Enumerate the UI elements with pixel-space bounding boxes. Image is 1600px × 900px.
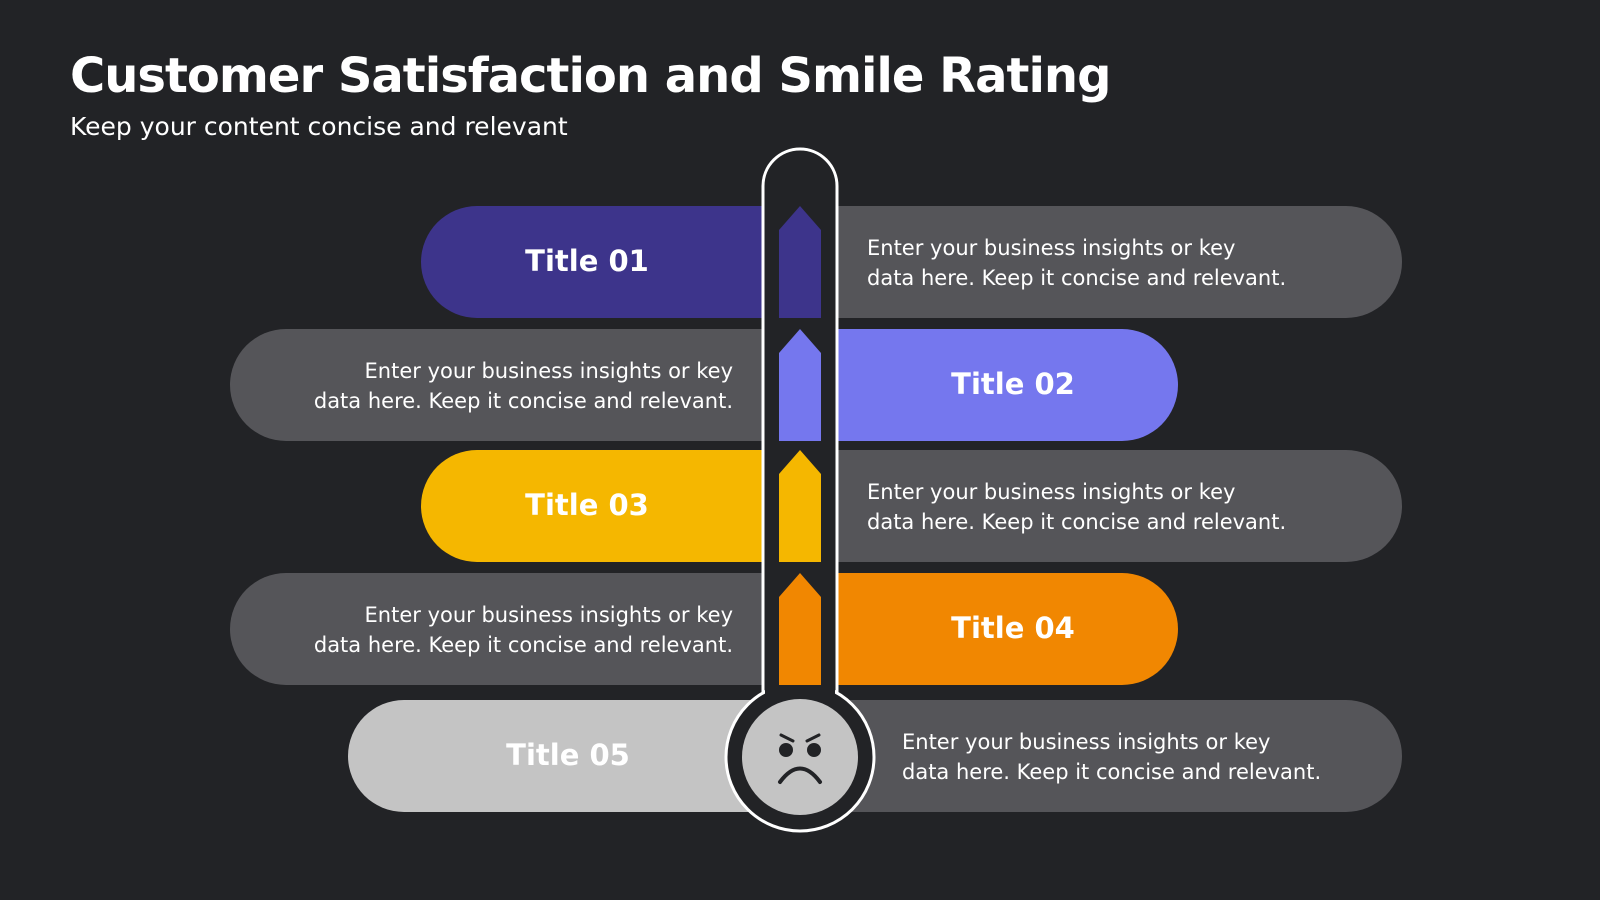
- mouth: [778, 766, 822, 784]
- title-pill: [780, 573, 1178, 685]
- item-text: Enter your business insights or key: [902, 730, 1270, 754]
- item-title: Title 04: [951, 611, 1075, 645]
- item-text: Enter your business insights or key: [365, 359, 733, 383]
- eye: [779, 743, 793, 757]
- title-pill: [780, 329, 1178, 441]
- item-text: Enter your business insights or key: [867, 480, 1235, 504]
- face: [742, 699, 858, 815]
- brows: [779, 733, 821, 743]
- level: [779, 573, 821, 685]
- item-title: Title 05: [506, 738, 630, 772]
- item-text: Enter your business insights or key: [365, 603, 733, 627]
- item-text: data here. Keep it concise and relevant.: [867, 510, 1286, 534]
- item-text: data here. Keep it concise and relevant.: [902, 760, 1321, 784]
- info-pill: [780, 206, 1402, 318]
- title-pill: [348, 700, 820, 812]
- rows: Title 01 Enter your business insights or …: [230, 206, 1402, 812]
- item-text: data here. Keep it concise and relevant.: [314, 633, 733, 657]
- info-pill: [780, 700, 1402, 812]
- item-text: data here. Keep it concise and relevant.: [867, 266, 1286, 290]
- thermometer: [724, 147, 876, 833]
- title-pill: [421, 206, 820, 318]
- title-pill: [421, 450, 820, 562]
- title: Customer Satisfaction and Smile Rating: [70, 48, 1110, 104]
- subtitle: Keep your content concise and relevant: [70, 112, 568, 141]
- item-title: Title 01: [525, 244, 649, 278]
- item-text: data here. Keep it concise and relevant.: [314, 389, 733, 413]
- level: [779, 206, 821, 318]
- item-text: Enter your business insights or key: [867, 236, 1235, 260]
- info-pill: [230, 329, 820, 441]
- level: [779, 450, 821, 562]
- levels: [779, 206, 821, 685]
- info-pill: [780, 450, 1402, 562]
- item-title: Title 03: [525, 488, 649, 522]
- info-pill: [230, 573, 820, 685]
- level: [779, 329, 821, 441]
- eye: [807, 743, 821, 757]
- item-title: Title 02: [951, 367, 1075, 401]
